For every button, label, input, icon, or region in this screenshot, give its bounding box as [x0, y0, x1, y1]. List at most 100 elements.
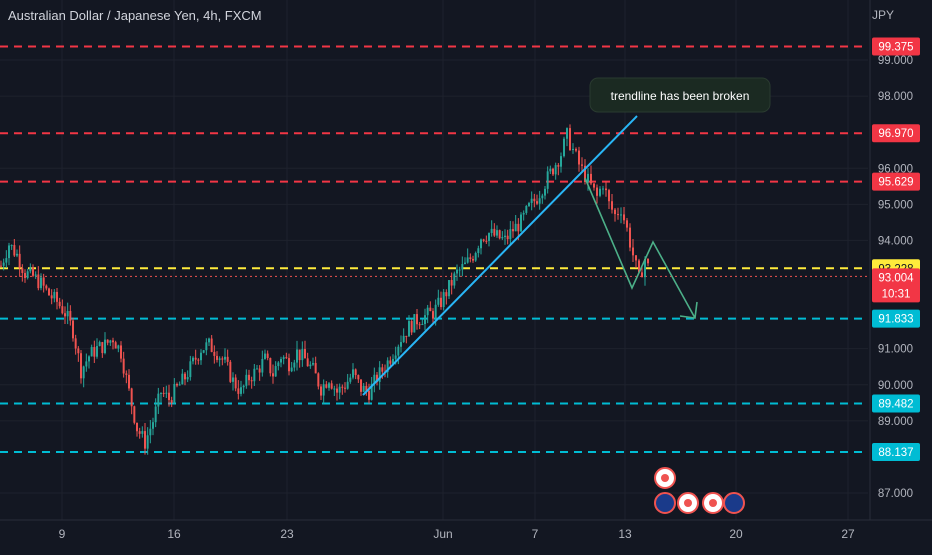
y-tick-label: 90.000 [878, 380, 913, 392]
candle-body [8, 245, 10, 259]
candle-body [194, 357, 197, 360]
candle-body [498, 230, 501, 239]
candle-body [50, 295, 53, 299]
candle-body [160, 392, 162, 394]
candle-body [109, 340, 112, 343]
trendline[interactable] [362, 115, 638, 396]
candle-body [445, 292, 448, 297]
candle-body [290, 367, 293, 372]
candle-body [104, 339, 106, 354]
annotation-callout[interactable]: trendline has been broken [589, 77, 771, 113]
candle-body [541, 195, 544, 199]
time-axis[interactable]: 9 16 23 Jun 7 13 20 27 [0, 519, 932, 541]
candle-body [197, 359, 200, 361]
candle-body [176, 384, 178, 386]
candle-body [635, 255, 637, 261]
candle-body [69, 310, 72, 321]
y-tick-label: 98.000 [878, 91, 913, 103]
candle-body [442, 292, 445, 308]
last-price-tag [872, 268, 920, 303]
level-price-tag [872, 172, 920, 191]
candle-body [538, 198, 541, 204]
candle-body [405, 335, 408, 337]
candle-body [136, 422, 138, 432]
candle-body [237, 388, 240, 394]
candle-body [512, 229, 514, 232]
candle-body [88, 356, 90, 362]
candle-body [314, 363, 317, 374]
candle-body [602, 188, 604, 190]
candle-body [66, 310, 69, 317]
candle-body [282, 357, 285, 359]
candle-body [285, 357, 288, 359]
candle-body [437, 297, 440, 305]
candle-body [453, 273, 456, 286]
candle-body [626, 220, 628, 228]
candle-body [328, 383, 330, 388]
events-bar[interactable] [654, 467, 745, 514]
projection-arrow[interactable] [584, 177, 696, 319]
candle-body [274, 366, 277, 377]
x-tick-label: 13 [618, 527, 632, 541]
candle-body [117, 345, 120, 349]
candle-body [26, 271, 29, 278]
candle-body [234, 377, 237, 389]
candle-body [426, 307, 429, 316]
candle-body [261, 358, 264, 373]
candle-body [563, 138, 565, 157]
candle-body [200, 352, 202, 361]
candle-body [192, 357, 194, 362]
candle-body [392, 358, 394, 364]
candle-body [566, 128, 568, 139]
candle-body [226, 356, 229, 362]
candle-body [360, 379, 362, 392]
candle-body [593, 183, 595, 188]
candle-body [48, 288, 50, 296]
candle-body [277, 362, 280, 367]
candle-body [474, 253, 477, 261]
candle-body [264, 353, 266, 359]
candle-body [544, 188, 546, 196]
candle-body [146, 435, 149, 449]
candle-body [520, 214, 522, 232]
candle-body [434, 304, 437, 319]
candle-body [620, 214, 622, 216]
candle-body [410, 321, 413, 333]
candle-body [82, 366, 85, 379]
candle-body [309, 364, 312, 367]
candle-body [248, 374, 250, 381]
candle-body [599, 188, 601, 196]
candle-body [575, 148, 577, 151]
candle-body [320, 386, 322, 396]
level-price-tag [872, 442, 920, 461]
level-price-tag [872, 124, 920, 143]
candle-body [552, 168, 554, 175]
candle-body [98, 342, 101, 347]
y-tick-label: 89.000 [878, 416, 913, 428]
candle-body [644, 258, 646, 278]
candle-body [298, 349, 301, 361]
level-price-tag [872, 37, 920, 56]
candle-body [370, 383, 373, 400]
candle-body [408, 321, 410, 337]
candle-body [85, 361, 88, 367]
candle-body [184, 373, 186, 380]
candle-body [458, 269, 461, 271]
candle-body [373, 374, 376, 384]
candle-body [32, 267, 34, 276]
candle-body [517, 223, 520, 232]
candle-body [413, 314, 416, 333]
candle-body [280, 358, 282, 363]
x-tick-label: 7 [532, 527, 539, 541]
candle-body [96, 346, 98, 357]
candle-body [138, 431, 141, 434]
candle-body [418, 324, 421, 326]
candle-body [469, 257, 472, 259]
australia-flag-icon[interactable] [723, 492, 745, 514]
candle-body [400, 342, 402, 347]
australia-flag-icon[interactable] [654, 492, 676, 514]
candle-body [402, 335, 405, 343]
candle-body [352, 369, 354, 378]
